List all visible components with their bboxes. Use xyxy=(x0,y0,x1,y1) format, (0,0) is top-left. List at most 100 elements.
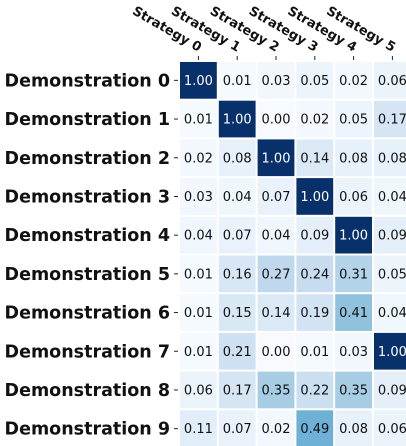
cell-value-label: 0.08 xyxy=(339,422,368,437)
heatmap-cell-r1-c4 xyxy=(335,100,372,138)
heatmap-cell-r5-c4 xyxy=(335,255,372,293)
heatmap-cell-r6-c5 xyxy=(374,294,406,331)
cell-value-label: 0.02 xyxy=(339,74,368,89)
heatmap-cell-r5-c5 xyxy=(374,255,406,293)
cell-value-label: 0.07 xyxy=(223,229,252,244)
heatmap-cell-r2-c4 xyxy=(335,139,372,177)
cell-value-label: 0.35 xyxy=(262,384,291,399)
cell-value-label: 0.03 xyxy=(184,190,213,205)
cell-value-label: 0.03 xyxy=(262,74,291,89)
cell-value-label: 0.04 xyxy=(184,229,213,244)
heatmap-cell-r0-c3 xyxy=(296,62,334,99)
row-label: Demonstration 8 xyxy=(5,381,170,401)
cell-value-label: 0.09 xyxy=(378,229,406,244)
cell-value-label: 0.21 xyxy=(223,345,252,360)
heatmap-cell-r0-c4 xyxy=(335,62,372,99)
heatmap-cell-r2-c5 xyxy=(374,139,406,177)
row-label: Demonstration 6 xyxy=(5,304,170,324)
cell-value-label: 0.09 xyxy=(378,384,406,399)
cell-value-label: 0.01 xyxy=(223,74,252,89)
heatmap-cell-r4-c1 xyxy=(218,216,256,254)
cell-value-label: 0.04 xyxy=(223,190,252,205)
row-label: Demonstration 1 xyxy=(5,110,170,130)
heatmap-cell-r7-c4 xyxy=(335,332,372,370)
cell-value-label: 0.11 xyxy=(184,422,213,437)
heatmap-cell-r9-c0 xyxy=(180,410,217,446)
heatmap-cell-r2-c3 xyxy=(296,139,334,177)
heatmap-cell-r3-c5 xyxy=(374,178,406,215)
cell-value-label: 1.00 xyxy=(300,190,329,205)
heatmap-cell-r6-c0 xyxy=(180,294,217,331)
cell-value-label: 0.27 xyxy=(262,267,291,282)
heatmap-cell-r0-c5 xyxy=(374,62,406,99)
heatmap-cell-r5-c3 xyxy=(296,255,334,293)
heatmap-cell-r8-c0 xyxy=(180,371,217,409)
cell-value-label: 0.16 xyxy=(223,267,252,282)
row-label: Demonstration 4 xyxy=(5,226,170,246)
cell-value-label: 0.07 xyxy=(223,422,252,437)
cell-value-label: 0.06 xyxy=(378,422,406,437)
heatmap-cell-r7-c0 xyxy=(180,332,217,370)
cell-value-label: 0.04 xyxy=(262,229,291,244)
row-label: Demonstration 3 xyxy=(5,188,170,208)
cell-value-label: 0.08 xyxy=(339,151,368,166)
heatmap-cell-r4-c2 xyxy=(257,216,295,254)
heatmap-cell-r8-c2 xyxy=(257,371,295,409)
row-label: Demonstration 2 xyxy=(5,149,170,169)
row-label: Demonstration 9 xyxy=(5,420,170,440)
cell-value-label: 0.14 xyxy=(300,151,329,166)
cell-value-label: 0.01 xyxy=(184,113,213,128)
cell-value-label: 0.17 xyxy=(378,113,406,128)
heatmap-cell-r8-c5 xyxy=(374,371,406,409)
cell-value-label: 1.00 xyxy=(223,113,252,128)
heatmap-cells: 1.00 0.01 0.03 0.05 0.02 0.06 0.01 1.00 0.00 0.02… xyxy=(180,62,406,446)
heatmap-cell-r3-c1 xyxy=(218,178,256,215)
heatmap-cell-r5-c1 xyxy=(218,255,256,293)
cell-value-label: 0.49 xyxy=(300,422,329,437)
row-labels: Demonstration 0 Demonstration 1 Demonstrat… xyxy=(5,71,178,440)
heatmap-cell-r7-c1 xyxy=(218,332,256,370)
cell-value-label: 0.04 xyxy=(378,306,406,321)
heatmap-cell-r8-c4 xyxy=(335,371,372,409)
heatmap-cell-r1-c2 xyxy=(257,100,295,138)
heatmap-cell-r3-c4 xyxy=(335,178,372,215)
cell-value-label: 0.05 xyxy=(378,267,406,282)
cell-value-label: 0.15 xyxy=(223,306,252,321)
heatmap-cell-r8-c1 xyxy=(218,371,256,409)
cell-value-label: 1.00 xyxy=(339,229,368,244)
cell-value-label: 0.00 xyxy=(262,345,291,360)
cell-value-label: 1.00 xyxy=(184,74,213,89)
cell-value-label: 0.05 xyxy=(300,74,329,89)
cell-value-label: 0.06 xyxy=(184,384,213,399)
heatmap-cell-r9-c3 xyxy=(296,410,334,446)
heatmap-cell-r2-c2 xyxy=(257,139,295,177)
cell-value-label: 0.22 xyxy=(300,384,329,399)
heatmap-cell-r6-c4 xyxy=(335,294,372,331)
heatmap-cell-r1-c3 xyxy=(296,100,334,138)
cell-value-label: 0.08 xyxy=(378,151,406,166)
cell-value-label: 0.01 xyxy=(184,345,213,360)
heatmap-cell-r6-c3 xyxy=(296,294,334,331)
heatmap-cell-r9-c2 xyxy=(257,410,295,446)
row-label: Demonstration 0 xyxy=(5,71,170,91)
cell-value-label: 0.08 xyxy=(223,151,252,166)
heatmap-cell-r4-c4 xyxy=(335,216,372,254)
heatmap-cell-r8-c3 xyxy=(296,371,334,409)
heatmap-cell-r5-c2 xyxy=(257,255,295,293)
heatmap-cell-r2-c0 xyxy=(180,139,217,177)
cell-value-label: 0.06 xyxy=(378,74,406,89)
heatmap-cell-r4-c5 xyxy=(374,216,406,254)
cell-value-label: 0.00 xyxy=(262,113,291,128)
cell-value-label: 0.14 xyxy=(262,306,291,321)
heatmap-cell-r1-c0 xyxy=(180,100,217,138)
heatmap-cell-r0-c2 xyxy=(257,62,295,99)
heatmap-cell-r9-c1 xyxy=(218,410,256,446)
heatmap-cell-r1-c5 xyxy=(374,100,406,138)
cell-value-label: 0.04 xyxy=(378,190,406,205)
cell-value-label: 0.07 xyxy=(262,190,291,205)
cell-value-label: 0.02 xyxy=(184,151,213,166)
heatmap-cell-r7-c2 xyxy=(257,332,295,370)
cell-value-label: 0.41 xyxy=(339,306,368,321)
